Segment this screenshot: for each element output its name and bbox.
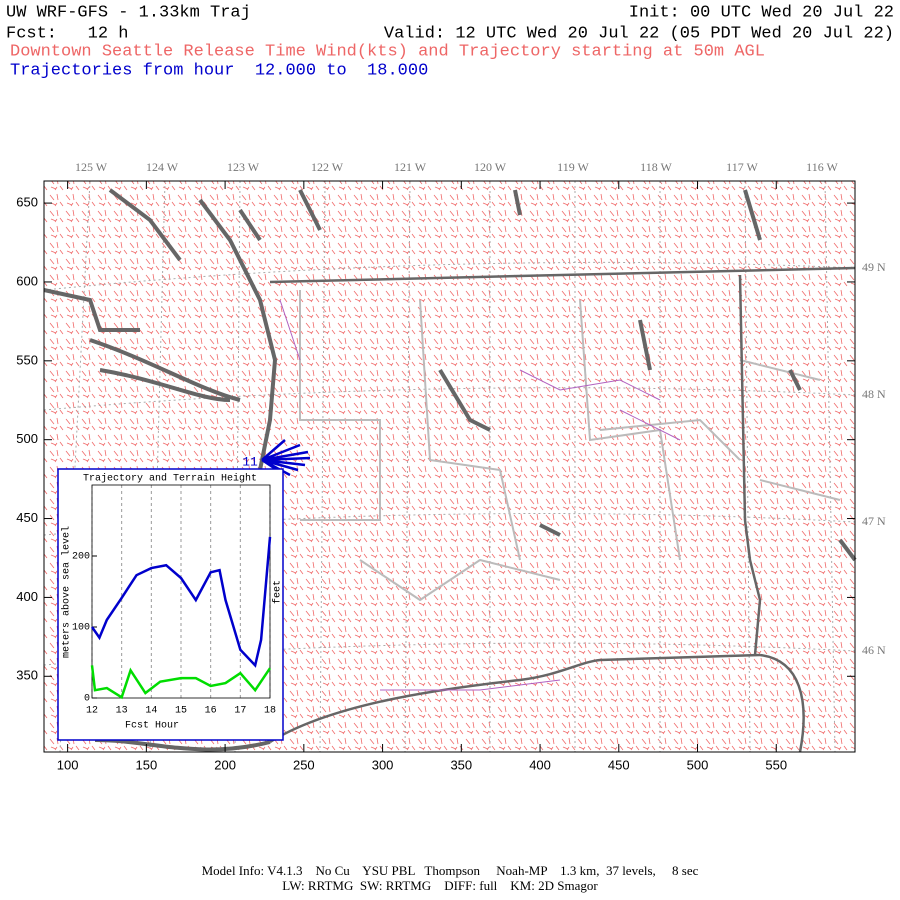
longitude-label: 117 W [726, 160, 758, 174]
latitude-label: 47 N [862, 514, 886, 528]
y-tick-label: 500 [16, 431, 38, 446]
x-axis-label: Fcst Hour [125, 721, 179, 732]
init-time: Init: 00 UTC Wed 20 Jul 22 [629, 3, 894, 22]
longitude-label: 116 W [806, 160, 838, 174]
y-tick-label: 650 [16, 195, 38, 210]
y-tick-label: 600 [16, 273, 38, 288]
x-tick-label: 300 [372, 757, 394, 772]
latitude-label: 49 N [862, 260, 886, 274]
valid-time: Valid: 12 UTC Wed 20 Jul 22 (05 PDT Wed … [384, 24, 894, 43]
model-physics: LW: RRTMG SW: RRTMG DIFF: full KM: 2D Sm… [282, 878, 598, 893]
x-tick-label: 16 [205, 706, 217, 717]
river-lines [279, 299, 681, 691]
x-tick-label: 550 [765, 757, 787, 772]
subtitle: Downtown Seattle Release Time Wind(kts) … [10, 42, 765, 61]
longitude-label: 121 W [394, 160, 427, 174]
y-tick-label: 450 [16, 510, 38, 525]
longitude-label: 119 W [557, 160, 589, 174]
longitude-label: 124 W [146, 160, 179, 174]
longitude-label: 123 W [227, 160, 260, 174]
longitude-label: 122 W [311, 160, 344, 174]
map-frame [43, 180, 856, 753]
inset-frame [57, 468, 284, 741]
coastline [43, 188, 857, 752]
trajectory-range: Trajectories from hour 12.000 to 18.000 [10, 61, 428, 80]
x-tick-label: 100 [57, 757, 79, 772]
y-axis-label: meters above sea level [61, 526, 73, 658]
forecast-hour: Fcst: 12 h [6, 24, 128, 43]
model-info: Model Info: V4.1.3 No Cu YSU PBL Thompso… [202, 863, 699, 878]
borders [269, 266, 856, 753]
y-tick-label: 350 [16, 668, 38, 683]
title: UW WRF-GFS - 1.33km Traj [6, 3, 251, 22]
x-tick-label: 14 [145, 706, 157, 717]
y-tick-label: 100 [72, 623, 90, 634]
x-tick-label: 400 [529, 757, 551, 772]
latitude-label: 48 N [862, 387, 886, 401]
x-tick-label: 150 [136, 757, 158, 772]
x-tick-label: 12 [86, 706, 98, 717]
trajectories [261, 439, 311, 477]
x-tick-label: 15 [175, 706, 187, 717]
county-lines [299, 290, 841, 602]
x-tick-label: 350 [450, 757, 472, 772]
x-tick-label: 250 [293, 757, 315, 772]
longitude-label: 125 W [75, 160, 108, 174]
longitude-label: 118 W [640, 160, 672, 174]
x-tick-label: 18 [264, 706, 276, 717]
y-tick-label: 200 [72, 552, 90, 563]
release-label: 11 [242, 454, 258, 469]
inset-chart: Trajectory and Terrain Height Fcst Hour … [57, 468, 284, 741]
x-tick-label: 17 [234, 706, 246, 717]
latitude-label: 46 N [862, 643, 886, 657]
x-tick-label: 500 [687, 757, 709, 772]
y2-axis-label: feet [272, 580, 284, 604]
x-tick-label: 13 [116, 706, 128, 717]
longitude-label: 120 W [474, 160, 507, 174]
x-tick-label: 200 [214, 757, 236, 772]
y-tick-label: 400 [16, 589, 38, 604]
series-line [90, 536, 272, 668]
x-tick-label: 450 [608, 757, 630, 772]
inset-title: Trajectory and Terrain Height [83, 473, 257, 485]
y-tick-label: 550 [16, 352, 38, 367]
series-line [90, 665, 272, 700]
plot-frame [91, 484, 271, 699]
y-tick-label: 0 [84, 694, 90, 705]
